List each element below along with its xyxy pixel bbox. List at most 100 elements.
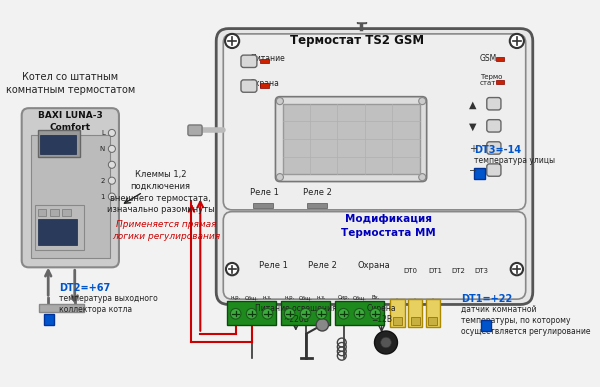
Bar [496,57,505,61]
Bar [44,314,55,325]
Bar [40,305,83,312]
Bar [40,135,76,154]
Text: Термостат TS2 GSM: Термостат TS2 GSM [290,34,424,48]
Text: DT2: DT2 [452,268,466,274]
FancyBboxPatch shape [487,142,501,154]
Text: н.з.: н.з. [317,295,326,300]
Circle shape [316,319,329,331]
Text: Реле 2: Реле 2 [308,261,337,270]
Circle shape [246,308,257,319]
FancyBboxPatch shape [241,55,257,67]
Text: датчик комнатной
температуры, по которому
осуществляется регулирование: датчик комнатной температуры, по котором… [461,305,590,336]
Circle shape [370,308,380,319]
Circle shape [109,177,115,184]
Text: Котел со штатным
комнатным термостатом: Котел со штатным комнатным термостатом [5,72,135,95]
Text: Питание освещения
~220В: Питание освещения ~220В [255,304,337,324]
Circle shape [277,174,283,181]
FancyBboxPatch shape [223,34,526,210]
Circle shape [511,263,523,275]
Circle shape [109,145,115,152]
Bar [475,168,485,179]
Text: н.р.: н.р. [230,295,241,300]
Text: ▲: ▲ [469,99,476,110]
Bar [408,299,422,327]
Text: н.з.: н.з. [263,295,272,300]
Bar [335,301,384,325]
Bar [281,301,330,325]
Text: GSM: GSM [480,54,497,63]
Text: Применяется прямая
логики регулирования: Применяется прямая логики регулирования [113,220,221,241]
Bar [38,209,46,216]
Bar [393,317,402,325]
Circle shape [284,308,295,319]
Circle shape [419,98,426,104]
Text: L: L [101,130,105,136]
Bar [38,130,80,157]
Bar [391,299,404,327]
Text: +: + [469,144,476,154]
Bar [31,135,110,259]
Circle shape [300,308,311,319]
Text: Модификация
Термостата ММ: Модификация Термостата ММ [341,214,436,238]
Text: н.р.: н.р. [284,295,295,300]
Bar [253,203,273,208]
Bar [307,203,327,208]
Bar [50,209,59,216]
Text: Общ.: Общ. [245,295,259,300]
Text: Реле 1: Реле 1 [259,261,288,270]
Circle shape [230,308,241,319]
Text: Термо
стат: Термо стат [480,74,502,86]
Text: температура выходного
коллектора котла: температура выходного коллектора котла [59,294,158,314]
Text: DT3=-14: DT3=-14 [475,145,521,155]
Circle shape [109,161,115,168]
Text: 1: 1 [100,194,105,200]
Text: 2: 2 [100,178,105,184]
Bar [283,104,419,175]
Text: ▼: ▼ [469,122,476,132]
Bar [227,301,277,325]
Circle shape [262,308,273,319]
FancyBboxPatch shape [487,120,501,132]
Bar [35,205,83,250]
Bar [496,80,505,84]
Text: DT3: DT3 [475,268,488,274]
Text: DT0: DT0 [404,268,418,274]
Circle shape [419,174,426,181]
Circle shape [380,337,391,348]
FancyBboxPatch shape [216,29,533,305]
Text: Сир.: Сир. [337,295,350,300]
Text: DT1=+22: DT1=+22 [461,294,512,304]
Text: Общ.: Общ. [353,295,367,300]
FancyBboxPatch shape [223,212,526,299]
Text: N: N [100,146,105,152]
Text: Клеммы 1,2
подключения
внешнего термостата,
изначально разомкнуты: Клеммы 1,2 подключения внешнего термоста… [107,170,214,214]
Text: Сирена
=12В: Сирена =12В [367,304,397,324]
Text: Реле 2: Реле 2 [304,188,332,197]
Bar [481,320,491,331]
Circle shape [316,308,327,319]
FancyBboxPatch shape [275,97,427,182]
Circle shape [109,193,115,200]
Text: Питание: Питание [250,54,284,63]
Bar [62,209,71,216]
Circle shape [225,34,239,48]
Text: DT2=+67: DT2=+67 [59,283,110,293]
Bar [411,317,419,325]
FancyBboxPatch shape [22,108,119,267]
Text: Охрана: Охрана [250,79,280,88]
Circle shape [354,308,365,319]
Text: −: − [469,166,477,176]
Bar [260,59,269,63]
FancyBboxPatch shape [241,80,257,92]
Text: BAXI LUNA-3
Comfort: BAXI LUNA-3 Comfort [38,111,103,132]
Bar [357,18,365,23]
Bar [426,299,440,327]
Bar [38,219,77,245]
Text: DT1: DT1 [428,268,443,274]
FancyBboxPatch shape [188,125,202,135]
Circle shape [277,98,283,104]
Circle shape [338,308,349,319]
Text: Охрана: Охрана [357,261,390,270]
Text: температура улицы: температура улицы [475,156,556,165]
Text: Вх.: Вх. [371,295,380,300]
